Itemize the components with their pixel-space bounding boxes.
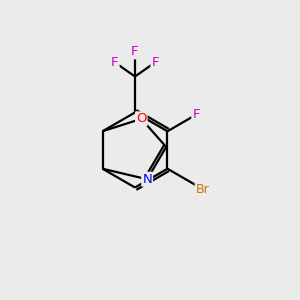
- Text: F: F: [111, 56, 118, 69]
- Text: O: O: [136, 112, 146, 125]
- Text: F: F: [152, 56, 159, 69]
- Text: Br: Br: [196, 182, 209, 196]
- Text: F: F: [131, 45, 139, 58]
- Text: N: N: [142, 173, 152, 186]
- Text: F: F: [192, 108, 200, 121]
